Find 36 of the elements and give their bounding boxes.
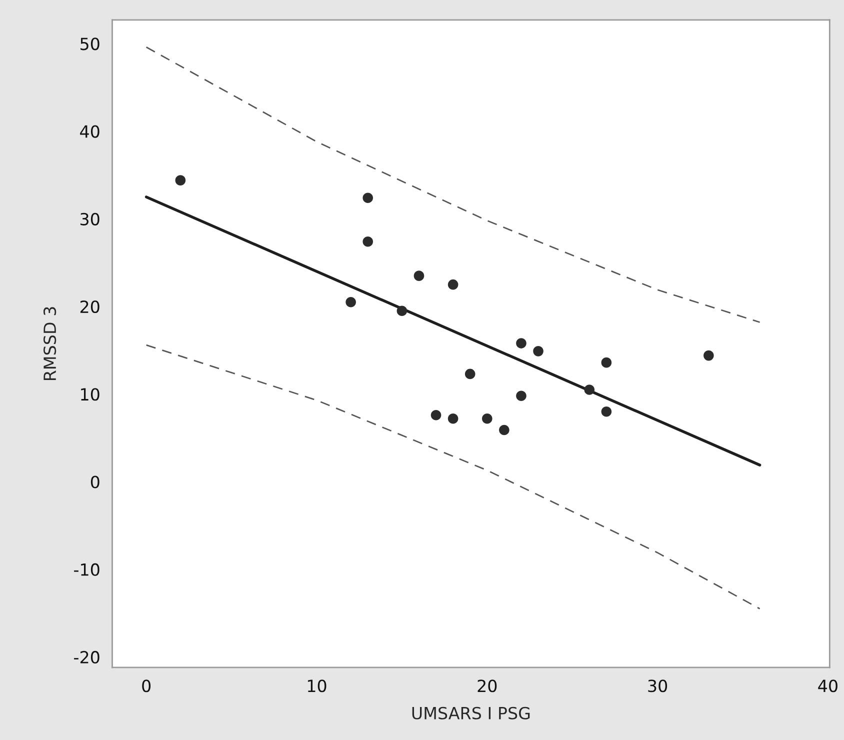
point (362, 192, 374, 203)
point (464, 368, 476, 380)
y-tick-label: 30 (80, 212, 100, 226)
x-tick-label: 10 (308, 680, 326, 692)
x-tick-label: 30 (648, 680, 668, 692)
x-tick-label: 40 (818, 680, 838, 692)
point (601, 357, 612, 368)
point (516, 338, 526, 348)
point (396, 306, 408, 316)
y-tick-label: 50 (80, 38, 100, 50)
y-tick-label: 10 (81, 388, 100, 401)
point (175, 175, 186, 186)
point (482, 413, 492, 424)
y-tick-label: -10 (74, 563, 100, 576)
line-series (146, 344, 760, 610)
y-tick-label: 40 (80, 125, 100, 138)
y-tick-label: -20 (74, 650, 100, 664)
point (448, 279, 458, 290)
point (346, 296, 356, 308)
point (362, 236, 374, 247)
point (414, 270, 424, 281)
y-tick-label: 20 (80, 300, 100, 314)
point (533, 346, 544, 356)
y-axis-title: RMSSD 3 (44, 307, 56, 380)
point (601, 406, 612, 417)
point (584, 384, 595, 395)
point (430, 410, 442, 420)
y-tick-label: 0 (90, 476, 100, 488)
x-tick-label: 20 (478, 680, 497, 692)
point (704, 350, 714, 361)
line-series (146, 46, 760, 323)
x-axis-title: UMSARS I PSG (412, 706, 530, 720)
point (516, 390, 526, 402)
x-tick-label: 0 (142, 680, 151, 692)
point (499, 424, 510, 436)
point (448, 413, 458, 424)
